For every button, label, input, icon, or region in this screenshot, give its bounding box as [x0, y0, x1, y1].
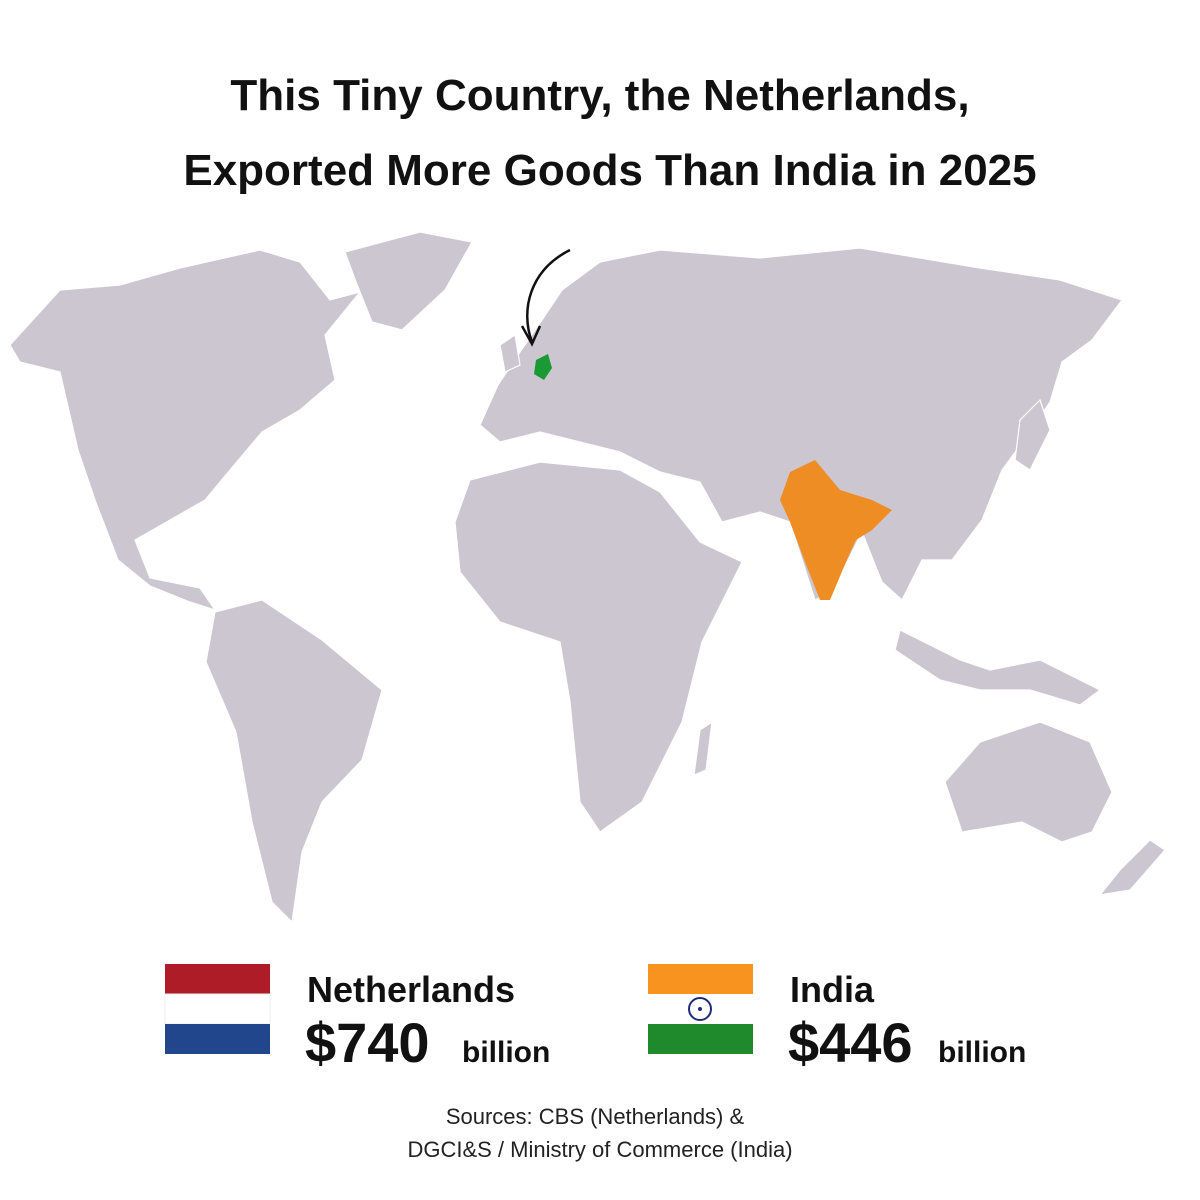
- title-line: Exported More Goods Than India in 2025: [183, 146, 1036, 195]
- flag-netherlands: [164, 964, 271, 1054]
- netherlands-highlight: [534, 354, 552, 380]
- eurasia: [479, 247, 1123, 601]
- arrow: [520, 248, 571, 347]
- uk: [499, 333, 521, 373]
- greenland: [344, 231, 473, 331]
- flag-india: [648, 964, 753, 1054]
- south-america: [205, 599, 383, 924]
- madagascar: [693, 720, 713, 776]
- australia: [944, 721, 1113, 843]
- title-line: This Tiny Country, the Netherlands,: [230, 71, 969, 120]
- amount-unit: billion: [462, 1036, 550, 1069]
- indonesia: [894, 629, 1102, 706]
- export-amount: $740: [305, 1011, 430, 1074]
- japan: [1014, 398, 1051, 471]
- north-america: [9, 249, 362, 612]
- export-amount: $446: [788, 1011, 913, 1074]
- amount-unit: billion: [938, 1036, 1026, 1069]
- sources-line: Sources: CBS (Netherlands) &: [446, 1104, 745, 1129]
- africa: [454, 461, 743, 833]
- india-highlight: [780, 460, 892, 600]
- world-map: [9, 231, 1166, 924]
- country-name: Netherlands: [307, 969, 515, 1010]
- sources-line: DGCI&S / Ministry of Commerce (India): [407, 1137, 792, 1162]
- new-zealand: [1098, 839, 1166, 896]
- country-name: India: [790, 969, 875, 1010]
